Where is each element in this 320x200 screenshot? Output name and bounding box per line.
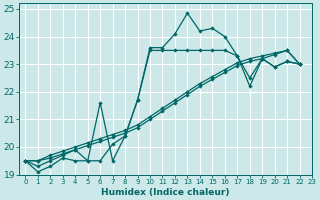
X-axis label: Humidex (Indice chaleur): Humidex (Indice chaleur) [101, 188, 230, 197]
